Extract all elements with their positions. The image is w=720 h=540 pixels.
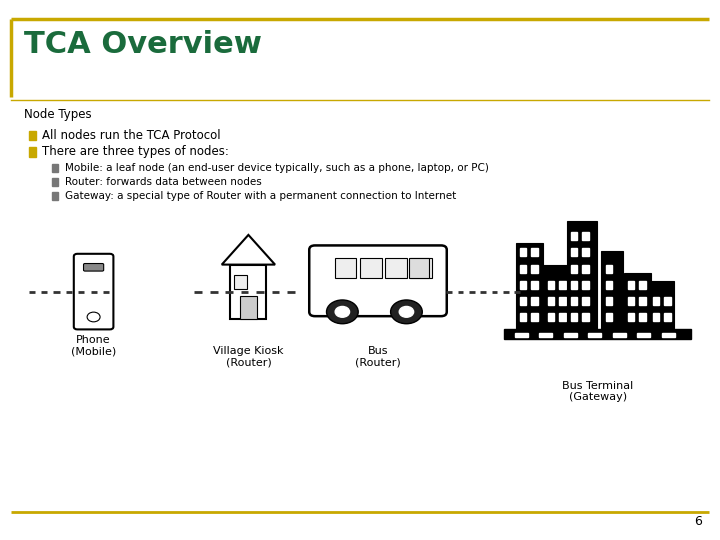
- Bar: [665, 297, 671, 305]
- Bar: [571, 281, 577, 289]
- Bar: [662, 333, 675, 337]
- Text: Bus Terminal
(Gateway): Bus Terminal (Gateway): [562, 381, 633, 402]
- Bar: [520, 248, 526, 256]
- Bar: [539, 333, 552, 337]
- Bar: [665, 313, 671, 321]
- Bar: [559, 313, 566, 321]
- Bar: [606, 297, 612, 305]
- Bar: [628, 281, 634, 289]
- Bar: [649, 281, 674, 329]
- Bar: [639, 281, 646, 289]
- Text: Mobile: a leaf node (an end-user device typically, such as a phone, laptop, or P: Mobile: a leaf node (an end-user device …: [65, 163, 489, 173]
- Bar: [606, 265, 612, 273]
- Bar: [639, 313, 646, 321]
- Bar: [531, 265, 538, 273]
- Bar: [601, 251, 623, 329]
- Bar: [564, 333, 577, 337]
- Bar: [571, 297, 577, 305]
- Bar: [531, 313, 538, 321]
- Text: Router: forwards data between nodes: Router: forwards data between nodes: [65, 177, 261, 187]
- Bar: [547, 281, 554, 289]
- Bar: [547, 297, 554, 305]
- Text: Gateway: a special type of Router with a permanent connection to Internet: Gateway: a special type of Router with a…: [65, 191, 456, 201]
- Bar: [571, 232, 577, 240]
- Bar: [410, 258, 432, 278]
- Bar: [240, 296, 257, 319]
- FancyBboxPatch shape: [84, 264, 104, 271]
- Text: Node Types: Node Types: [24, 108, 91, 121]
- Bar: [559, 297, 566, 305]
- Bar: [360, 258, 382, 278]
- Text: There are three types of nodes:: There are three types of nodes:: [42, 145, 229, 158]
- Bar: [571, 265, 577, 273]
- Bar: [504, 329, 691, 339]
- Bar: [571, 248, 577, 256]
- Bar: [52, 164, 58, 172]
- Bar: [385, 258, 407, 278]
- Bar: [52, 178, 58, 186]
- Bar: [544, 265, 569, 329]
- Bar: [520, 281, 526, 289]
- Text: TCA Overview: TCA Overview: [24, 30, 261, 59]
- Bar: [409, 258, 429, 278]
- Bar: [606, 281, 612, 289]
- Bar: [335, 258, 356, 278]
- Circle shape: [391, 300, 422, 323]
- Bar: [652, 313, 660, 321]
- Bar: [613, 333, 626, 337]
- Bar: [571, 313, 577, 321]
- FancyBboxPatch shape: [310, 245, 446, 316]
- Bar: [531, 281, 538, 289]
- Bar: [520, 313, 526, 321]
- Bar: [520, 297, 526, 305]
- Bar: [588, 333, 601, 337]
- Bar: [516, 243, 543, 329]
- Bar: [29, 147, 36, 157]
- Bar: [29, 131, 36, 140]
- Bar: [624, 273, 651, 329]
- Text: 6: 6: [694, 515, 702, 528]
- Circle shape: [399, 306, 413, 317]
- Bar: [52, 192, 58, 200]
- Bar: [582, 248, 589, 256]
- Circle shape: [327, 300, 358, 323]
- Bar: [547, 313, 554, 321]
- Text: Phone
(Mobile): Phone (Mobile): [71, 335, 116, 356]
- Bar: [582, 313, 589, 321]
- Bar: [582, 297, 589, 305]
- Bar: [582, 281, 589, 289]
- Circle shape: [335, 306, 349, 317]
- Bar: [582, 232, 589, 240]
- Polygon shape: [222, 235, 275, 265]
- Text: Village Kiosk
(Router): Village Kiosk (Router): [213, 346, 284, 367]
- Text: Bus
(Router): Bus (Router): [355, 346, 401, 367]
- Bar: [531, 248, 538, 256]
- Bar: [582, 265, 589, 273]
- Bar: [531, 297, 538, 305]
- Bar: [230, 265, 266, 319]
- Bar: [559, 281, 566, 289]
- Bar: [639, 297, 646, 305]
- Bar: [606, 313, 612, 321]
- Bar: [515, 333, 528, 337]
- FancyBboxPatch shape: [74, 254, 114, 329]
- Bar: [628, 297, 634, 305]
- Bar: [637, 333, 650, 337]
- Bar: [652, 297, 660, 305]
- Bar: [520, 265, 526, 273]
- Circle shape: [87, 312, 100, 322]
- Bar: [234, 275, 247, 289]
- Text: All nodes run the TCA Protocol: All nodes run the TCA Protocol: [42, 129, 220, 142]
- Bar: [567, 221, 597, 329]
- Bar: [628, 313, 634, 321]
